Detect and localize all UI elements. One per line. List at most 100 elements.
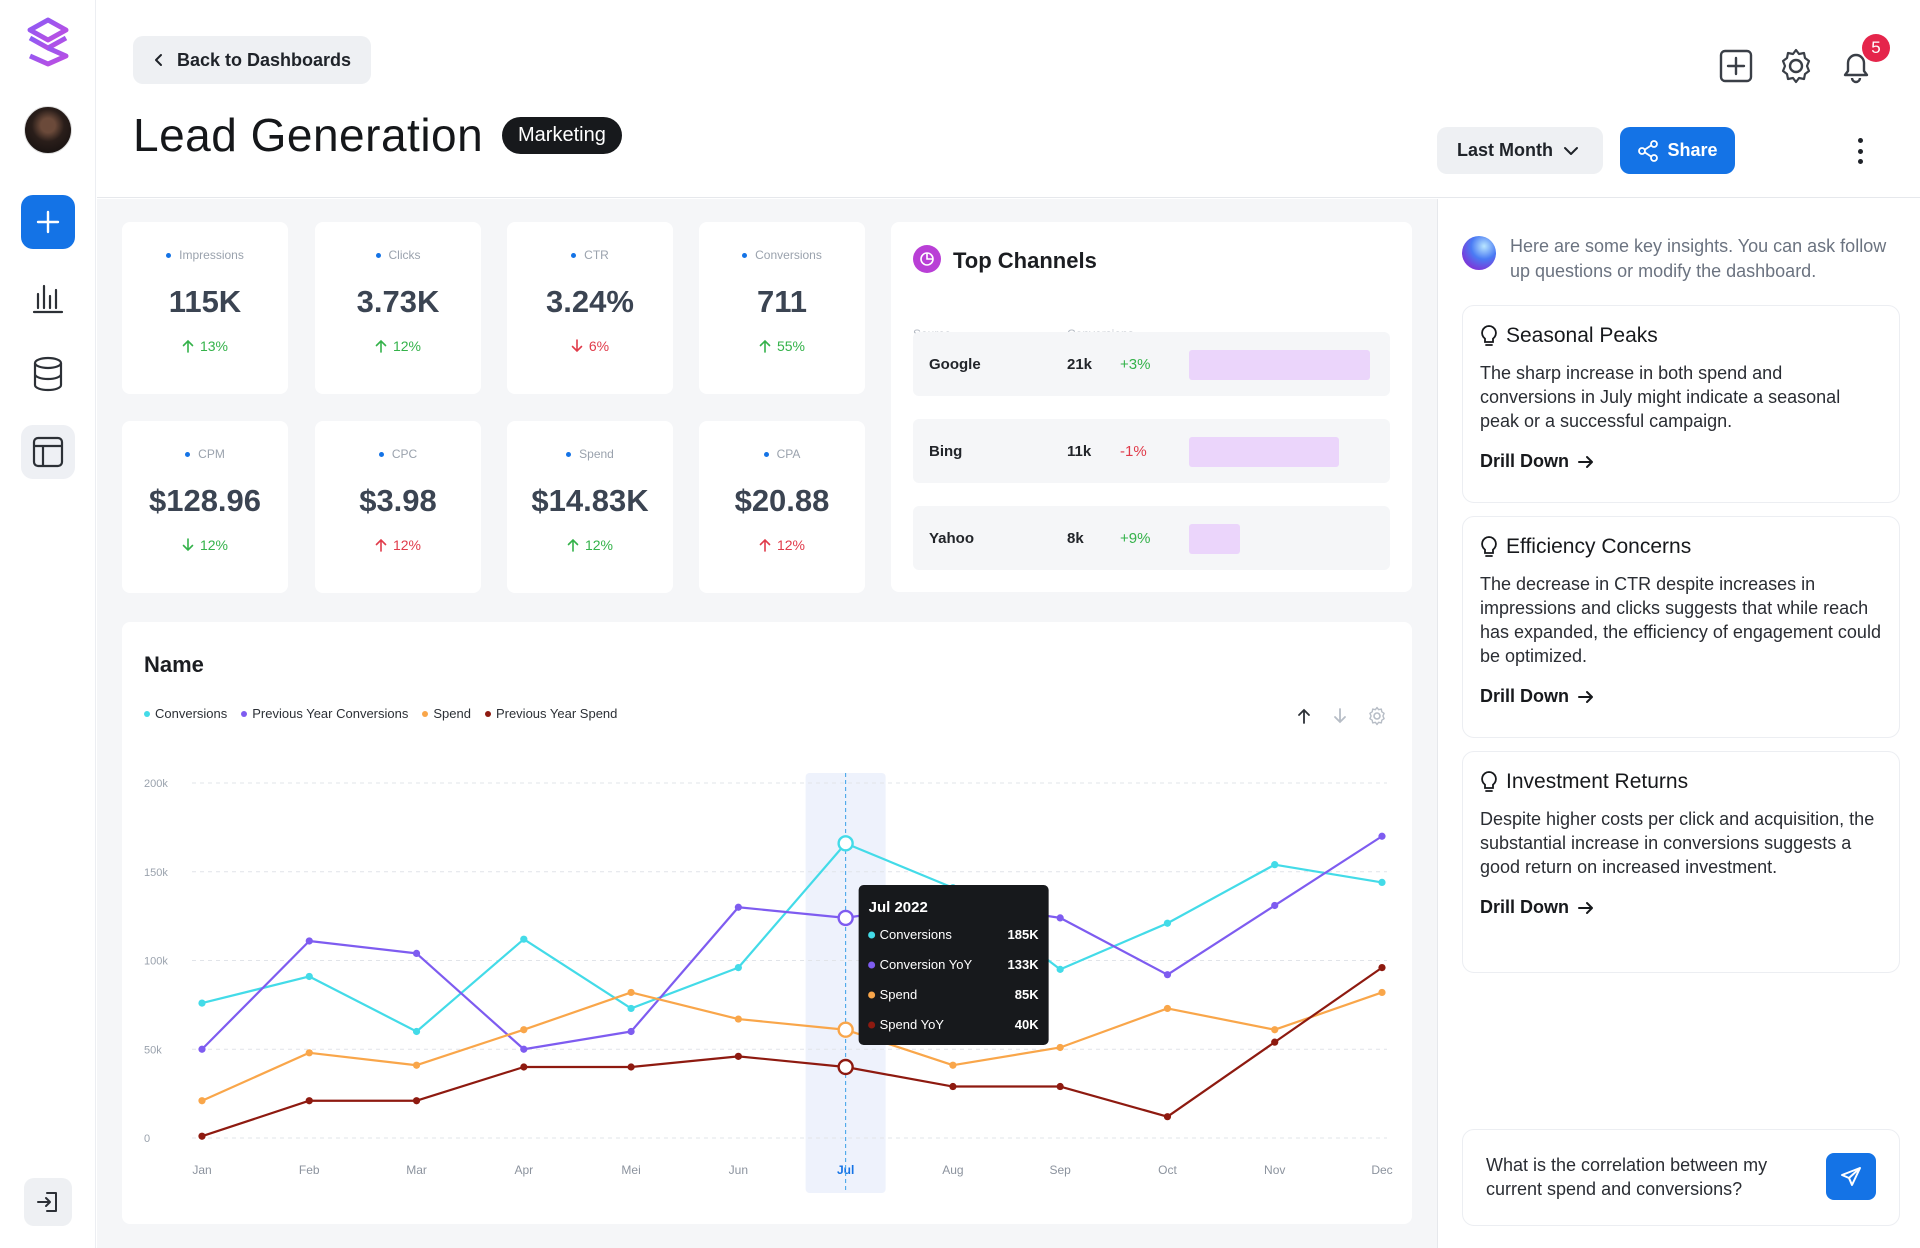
nav-charts[interactable] — [21, 270, 75, 324]
back-button[interactable]: Back to Dashboards — [133, 36, 371, 84]
add-button[interactable] — [21, 195, 75, 249]
kpi-card-cpa[interactable]: CPA $20.88 12% — [699, 421, 865, 593]
data-point — [1378, 964, 1386, 972]
kpi-change: 13% — [122, 338, 288, 354]
channel-bar — [1189, 350, 1370, 380]
series-line — [201, 842, 1383, 1033]
period-label: Last Month — [1457, 140, 1553, 160]
data-point — [198, 1045, 206, 1053]
data-point-highlight — [837, 1021, 854, 1038]
data-point — [627, 1063, 635, 1071]
data-point — [949, 1082, 957, 1091]
channel-bar — [1189, 524, 1240, 554]
data-point-highlight — [837, 909, 854, 927]
tooltip-value: 133K — [1008, 957, 1040, 972]
chevron-left-icon — [155, 54, 162, 66]
legend-item[interactable]: Previous Year Spend — [484, 706, 617, 721]
layout-icon — [32, 436, 64, 468]
data-point — [412, 949, 421, 957]
data-point — [627, 988, 635, 997]
data-point — [412, 1027, 421, 1036]
data-point — [627, 1004, 635, 1013]
kpi-card-cpc[interactable]: CPC $3.98 12% — [315, 421, 481, 593]
y-tick-label: 0 — [144, 1133, 150, 1145]
data-point — [949, 1061, 957, 1069]
chat-input-text[interactable]: What is the correlation between my curre… — [1486, 1155, 1768, 1199]
channel-row[interactable]: Bing 11k -1% — [913, 419, 1390, 483]
channel-change: -1% — [1120, 443, 1147, 460]
kpi-change: 12% — [699, 537, 865, 553]
drill-down-link[interactable]: Drill Down — [1480, 897, 1883, 918]
user-avatar[interactable] — [24, 106, 72, 154]
tooltip-label: Spend — [880, 987, 918, 1002]
channel-change: +3% — [1120, 356, 1151, 373]
legend-item[interactable]: Conversions — [144, 706, 227, 721]
chart-settings-button[interactable] — [1365, 704, 1389, 728]
add-widget-button[interactable] — [1715, 45, 1757, 87]
send-button[interactable] — [1826, 1153, 1876, 1200]
logout-button[interactable] — [24, 1178, 72, 1226]
x-tick-label: Mei — [621, 1163, 640, 1177]
category-tag: Marketing — [502, 117, 622, 154]
kpi-card-spend[interactable]: Spend $14.83K 12% — [507, 421, 673, 593]
drill-down-link[interactable]: Drill Down — [1480, 686, 1883, 707]
line-chart[interactable]: 200k 150k 100k 50k 0 Jan Feb Mar Apr Mei Jun Jul Aug… — [122, 622, 1412, 1224]
channel-row[interactable]: Google 21k +3% — [913, 332, 1390, 396]
data-point — [305, 937, 313, 945]
page-title: Lead Generation — [133, 109, 484, 161]
kpi-card-ctr[interactable]: CTR 3.24% 6% — [507, 222, 673, 394]
dashboard-area: Impressions 115K 13% Clicks 3.73K 12% CT… — [97, 199, 1437, 1248]
chat-input[interactable]: What is the correlation between my curre… — [1462, 1129, 1900, 1226]
period-dropdown[interactable]: Last Month — [1437, 127, 1603, 174]
y-tick-label: 100k — [144, 956, 168, 968]
nav-layout[interactable] — [21, 425, 75, 479]
kpi-value: 3.24% — [546, 284, 634, 319]
kpi-card-clicks[interactable]: Clicks 3.73K 12% — [315, 222, 481, 394]
kpi-label: Conversions — [699, 248, 865, 262]
kpi-card-cpm[interactable]: CPM $128.96 12% — [122, 421, 288, 593]
kpi-change: 6% — [507, 338, 673, 354]
arrow-up-icon — [1298, 708, 1310, 724]
bell-icon — [1843, 53, 1869, 84]
insight-body: The sharp increase in both spend and con… — [1480, 363, 1841, 431]
kpi-card-conversions[interactable]: Conversions 711 55% — [699, 222, 865, 394]
arrow-up-icon — [567, 538, 579, 552]
series-line — [201, 966, 1383, 1138]
kpi-label: Spend — [507, 447, 673, 461]
kebab-dot — [1857, 148, 1863, 154]
data-point — [1056, 965, 1064, 973]
legend-item[interactable]: Spend — [422, 706, 471, 721]
bar-chart-icon — [32, 284, 64, 314]
nav-database[interactable] — [21, 347, 75, 401]
kpi-card-impressions[interactable]: Impressions 115K 13% — [122, 222, 288, 394]
share-button[interactable]: Share — [1620, 127, 1735, 174]
insight-title: Investment Returns — [1480, 770, 1883, 794]
kpi-value: 711 — [756, 284, 807, 319]
data-point-highlight — [837, 835, 854, 852]
more-options-button[interactable] — [1850, 135, 1870, 167]
tooltip-dot — [868, 931, 876, 939]
sidebar — [0, 0, 96, 1248]
x-tick-label: Nov — [1264, 1163, 1285, 1177]
top-channels-card: Top Channels Source Conversions Google 2… — [891, 222, 1412, 592]
arrow-up-icon — [182, 339, 194, 353]
arrow-up-icon — [375, 538, 387, 552]
data-point — [198, 999, 206, 1007]
legend-item[interactable]: Previous Year Conversions — [241, 706, 408, 721]
arrow-down-icon — [1334, 708, 1346, 724]
channel-bar — [1189, 437, 1339, 467]
data-point — [734, 964, 742, 972]
channel-row[interactable]: Yahoo 8k +9% — [913, 506, 1390, 570]
notifications-button[interactable] — [1835, 45, 1877, 87]
drill-down-link[interactable]: Drill Down — [1480, 451, 1883, 472]
kpi-label: CPC — [315, 447, 481, 461]
settings-button[interactable] — [1775, 45, 1817, 87]
data-point — [412, 1097, 421, 1105]
channel-source: Google — [929, 356, 981, 373]
app-logo[interactable] — [24, 16, 72, 68]
arrow-right-icon — [1578, 455, 1593, 468]
data-point — [1271, 861, 1279, 869]
share-label: Share — [1667, 140, 1718, 160]
sort-descending-button[interactable] — [1328, 704, 1352, 728]
sort-ascending-button[interactable] — [1292, 704, 1316, 728]
